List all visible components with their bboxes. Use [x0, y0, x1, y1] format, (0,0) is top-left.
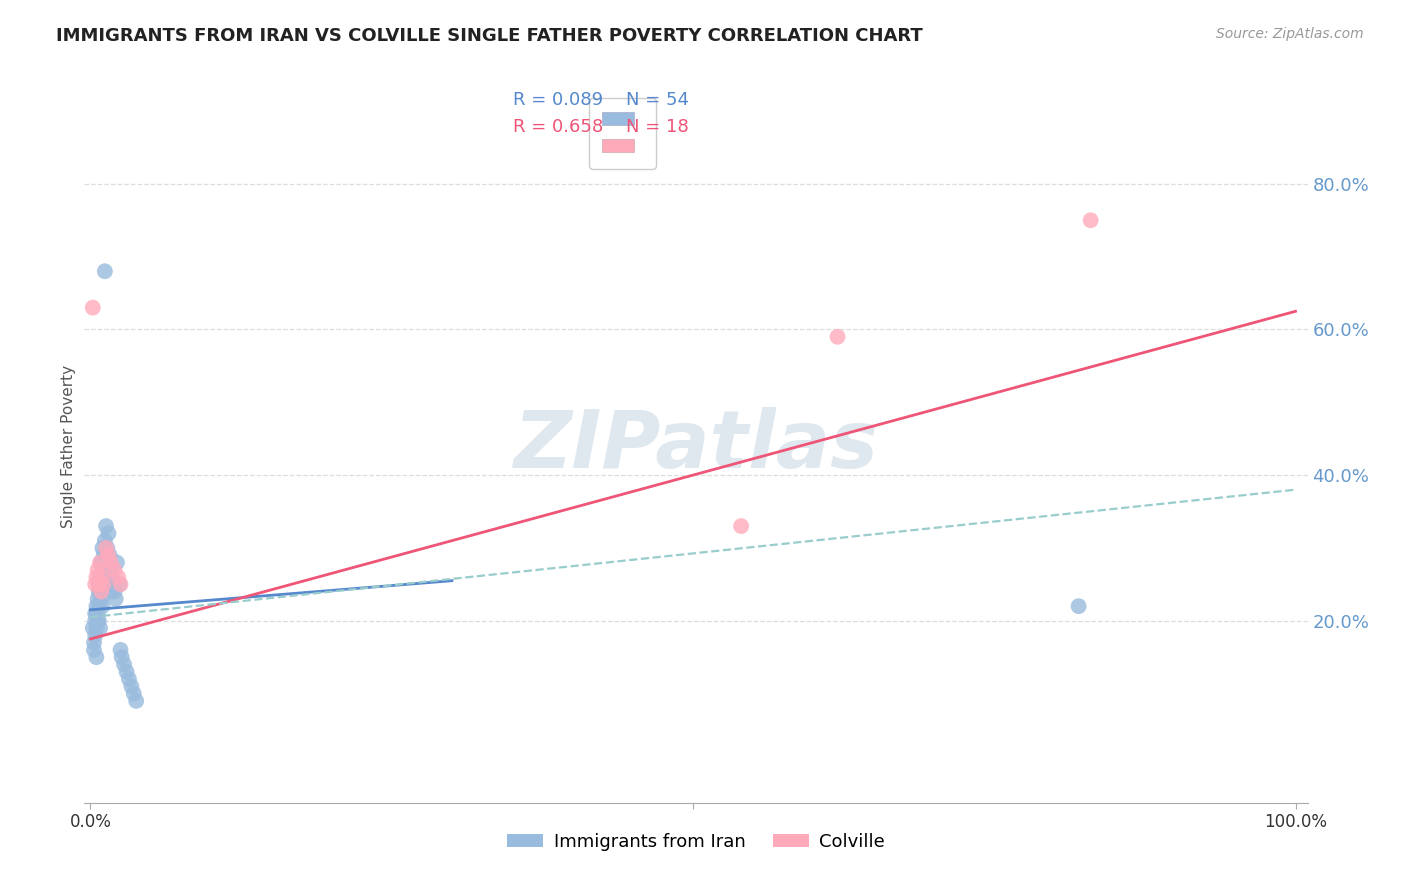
Legend: Immigrants from Iran, Colville: Immigrants from Iran, Colville [499, 826, 893, 858]
Point [86, 563, 108, 577]
Point [90, 591, 112, 606]
Point [103, 563, 125, 577]
Point [110, 643, 132, 657]
Point [122, 687, 145, 701]
Text: Source: ZipAtlas.com: Source: ZipAtlas.com [1216, 27, 1364, 41]
Point [107, 570, 129, 584]
Point [94, 563, 117, 577]
Point [89, 556, 111, 570]
Point [94, 570, 117, 584]
Point [118, 672, 141, 686]
Point [86, 621, 108, 635]
Text: R = 0.658: R = 0.658 [513, 118, 603, 136]
Point [98, 584, 121, 599]
Point [87, 584, 110, 599]
Point [1067, 599, 1090, 614]
Y-axis label: Single Father Poverty: Single Father Poverty [60, 365, 76, 527]
Point [82, 301, 104, 315]
Point [91, 541, 114, 555]
Point [83, 635, 105, 649]
Point [108, 577, 131, 591]
Point [84, 607, 107, 621]
Point [96, 577, 118, 591]
Point [100, 563, 122, 577]
Point [120, 679, 142, 693]
Point [94, 264, 117, 278]
Point [91, 563, 114, 577]
Point [89, 584, 111, 599]
Point [96, 541, 118, 555]
Point [125, 694, 148, 708]
Point [86, 614, 108, 628]
Point [87, 599, 110, 614]
Point [93, 548, 115, 562]
Point [86, 599, 108, 614]
Point [90, 570, 112, 584]
Text: ZIPatlas: ZIPatlas [513, 407, 879, 485]
Point [87, 614, 110, 628]
Point [97, 548, 120, 562]
Point [100, 556, 122, 570]
Point [87, 577, 110, 591]
Text: IMMIGRANTS FROM IRAN VS COLVILLE SINGLE FATHER POVERTY CORRELATION CHART: IMMIGRANTS FROM IRAN VS COLVILLE SINGLE … [56, 27, 922, 45]
Point [94, 519, 117, 533]
Point [104, 591, 127, 606]
Point [84, 628, 107, 642]
Text: N = 54: N = 54 [626, 91, 689, 109]
Point [94, 541, 117, 555]
Point [87, 577, 110, 591]
Point [86, 607, 108, 621]
Point [91, 570, 114, 584]
Point [86, 650, 108, 665]
Point [111, 650, 134, 665]
Point [90, 556, 112, 570]
Point [89, 621, 111, 635]
Point [86, 591, 108, 606]
Point [103, 584, 125, 599]
Point [94, 533, 117, 548]
Point [97, 526, 120, 541]
Point [93, 577, 115, 591]
Point [82, 621, 104, 635]
Point [730, 519, 752, 533]
Point [93, 577, 115, 591]
Text: N = 18: N = 18 [626, 118, 689, 136]
Point [98, 548, 121, 562]
Point [827, 330, 849, 344]
Point [83, 643, 105, 657]
Point [103, 577, 125, 591]
Point [112, 657, 135, 672]
Point [89, 570, 111, 584]
Point [90, 584, 112, 599]
Text: R = 0.089: R = 0.089 [513, 91, 603, 109]
Point [115, 665, 138, 679]
Point [1080, 213, 1102, 227]
Point [84, 577, 107, 591]
Point [86, 607, 108, 621]
Point [84, 614, 107, 628]
Point [101, 570, 124, 584]
Point [91, 599, 114, 614]
Point [86, 570, 108, 584]
Point [105, 556, 128, 570]
Point [110, 577, 132, 591]
